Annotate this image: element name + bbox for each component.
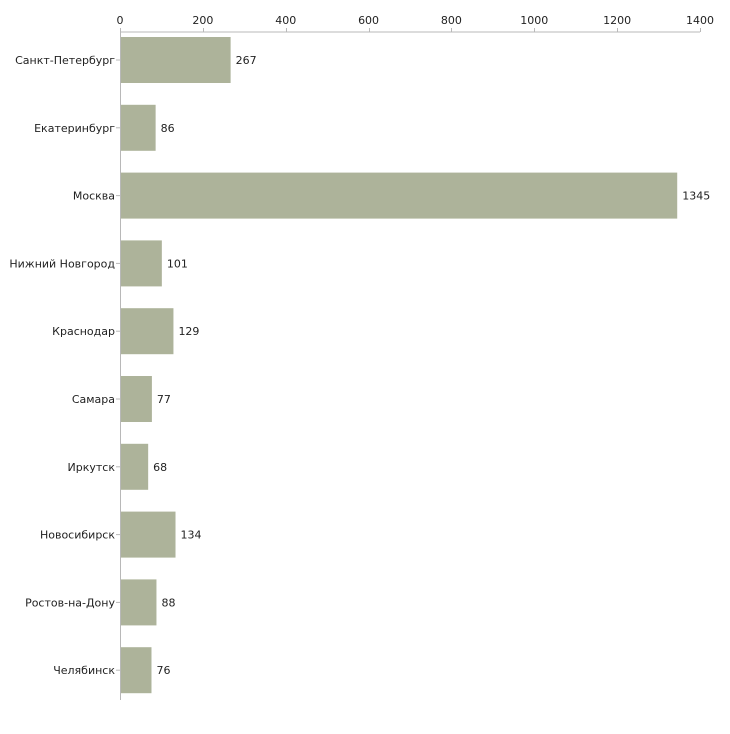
bar-value-label: 68	[153, 461, 167, 474]
x-tick-label: 800	[441, 14, 462, 27]
bar	[121, 37, 231, 83]
x-tick-label: 0	[117, 14, 124, 27]
category-label: Санкт-Петербург	[15, 54, 115, 67]
bar-value-label: 1345	[682, 190, 710, 203]
bar	[121, 579, 157, 626]
bar	[121, 104, 156, 151]
bar	[121, 647, 152, 694]
bar	[121, 172, 678, 219]
category-label: Екатеринбург	[34, 122, 115, 135]
category-label: Нижний Новгород	[9, 257, 115, 270]
bar-value-label: 88	[161, 596, 175, 609]
x-tick-label: 1200	[603, 14, 631, 27]
y-axis: Санкт-Петербург Екатеринбург Москва Нижний …	[9, 32, 121, 700]
bar	[121, 511, 176, 558]
category-label: Новосибирск	[40, 529, 115, 542]
category-label: Москва	[73, 190, 115, 203]
bar-value-label: 129	[178, 325, 199, 338]
x-tick-label: 600	[358, 14, 379, 27]
bar-value-label: 134	[181, 529, 202, 542]
bar	[121, 240, 162, 287]
x-tick-label: 400	[275, 14, 296, 27]
x-tick-label: 200	[192, 14, 213, 27]
x-tick-label: 1400	[686, 14, 714, 27]
bar	[121, 443, 149, 490]
category-label: Краснодар	[52, 325, 115, 338]
bar-value-label: 77	[157, 393, 171, 406]
bar-value-label: 86	[161, 122, 175, 135]
bar	[121, 308, 174, 355]
category-label: Самара	[72, 393, 115, 406]
category-label: Челябинск	[53, 664, 115, 677]
category-label: Иркутск	[68, 461, 116, 474]
category-label: Ростов-на-Дону	[25, 596, 115, 609]
x-axis: 0 200 400 600 800 1000 1200 1400	[117, 14, 714, 33]
x-tick-label: 1000	[520, 14, 548, 27]
bar-value-label: 267	[236, 54, 257, 67]
bar-value-label: 101	[167, 257, 188, 270]
bar	[121, 376, 152, 422]
bars-group: 267 86 1345 101 129 77 68 134 88 76	[121, 37, 710, 694]
bar-value-label: 76	[156, 664, 170, 677]
